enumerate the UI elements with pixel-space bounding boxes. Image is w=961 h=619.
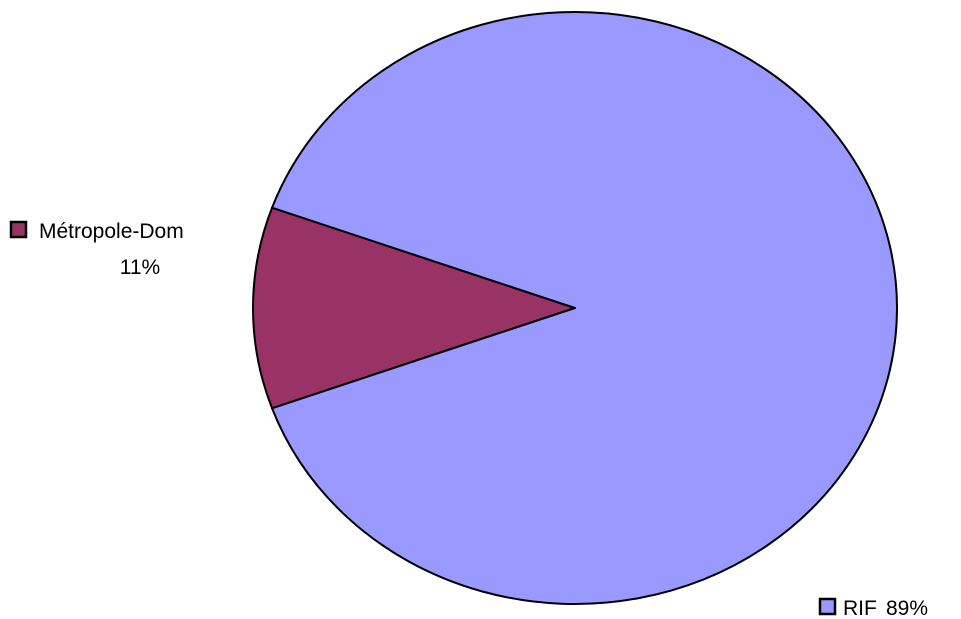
slice-label-metropole-dom: Métropole-Dom 11%: [9, 220, 184, 279]
slice-label-rif-name: RIF: [843, 597, 877, 619]
slice-label-metropole-dom-percent: 11%: [120, 256, 160, 279]
pie-slice-m-tropole-dom: [252, 206, 576, 410]
slice-label-rif: RIF 89%: [818, 597, 928, 619]
pie-slices: [252, 11, 898, 605]
slice-label-rif-percent: 89%: [886, 597, 928, 619]
legend-key-metropole-dom: [9, 220, 28, 239]
pie-slice-rif: [271, 11, 898, 605]
legend-key-rif: [818, 597, 837, 616]
slice-label-metropole-dom-name: Métropole-Dom: [39, 220, 184, 243]
